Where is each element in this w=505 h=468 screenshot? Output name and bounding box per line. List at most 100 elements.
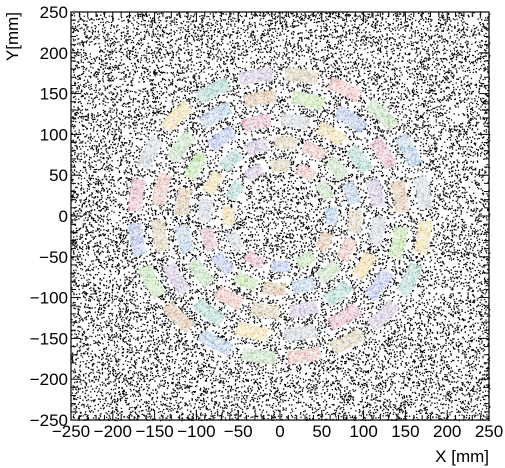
segment-ring-5-14 [287,346,323,366]
segment-ring-2-11 [261,281,287,297]
y-tick-label: 0 [59,207,68,226]
y-tick-label: −50 [39,248,68,267]
segment-ring-5-16 [367,299,400,332]
y-tick-label: 100 [40,125,68,144]
segment-ring-2-13 [316,260,342,285]
segment-ring-4-13 [364,269,394,303]
x-tick-label: −250 [52,422,90,441]
background-points [71,12,491,422]
segment-ring-5-5 [194,77,231,104]
y-tick-labels: −250 −200 −150 −100 −50 0 50 100 150 200 250 [30,3,68,430]
segment-ring-3-12 [289,299,320,320]
segment-ring-1-5 [225,179,246,202]
segment-ring-3-8 [175,224,196,255]
segment-ring-1-1 [315,179,335,201]
segment-ring-3-3 [281,113,312,131]
x-tick-label: 0 [275,422,284,441]
segment-ring-1-0 [325,206,339,226]
segment-ring-4-11 [283,323,318,343]
segment-ring-1-4 [242,163,266,182]
segment-ring-1-9 [269,260,291,274]
segment-ring-3-10 [213,285,244,312]
segment-ring-5-10 [137,264,166,300]
segment-ring-5-15 [329,328,367,355]
segment-ring-4-0 [369,136,398,170]
x-tick-label: 200 [433,422,461,441]
x-tick-label: 50 [312,422,331,441]
segment-ring-4-12 [327,303,363,331]
segment-ring-4-15 [390,179,410,214]
segment-ring-4-1 [334,105,369,134]
y-tick-label: −150 [30,329,68,348]
segment-ring-3-4 [240,113,272,134]
segment-ring-5-1 [365,98,399,131]
x-tick-label: −100 [177,422,215,441]
segment-ring-1-11 [315,231,336,253]
segment-ring-5-7 [137,135,164,170]
segment-ring-5-6 [160,100,194,133]
segment-ring-5-11 [161,301,195,334]
y-axis-label: Y[mm] [3,12,22,61]
segment-ring-2-9 [210,251,235,277]
y-tick-label: 50 [49,166,68,185]
x-tick-label: −150 [135,422,173,441]
segment-ring-3-9 [187,258,215,288]
segment-ring-3-2 [316,121,348,147]
x-tick-label: −200 [94,422,132,441]
segment-ring-2-8 [199,227,219,253]
segment-ring-5-9 [128,223,147,258]
segment-ring-5-17 [396,262,423,298]
segment-ring-5-12 [197,329,233,356]
segment-ring-1-2 [295,163,318,182]
segment-ring-1-7 [225,231,245,253]
segment-ring-2-3 [274,136,299,151]
segment-ring-5-18 [414,220,433,255]
segment-ring-2-7 [198,198,213,223]
segment-ring-2-5 [218,148,244,172]
y-tick-label: −200 [30,370,68,389]
segment-ring-1-3 [269,159,291,173]
segment-ring-3-0 [365,177,386,209]
y-tick-label: 200 [40,44,68,63]
segment-ring-4-5 [166,130,197,163]
segment-ring-2-2 [301,140,328,162]
segment-ring-4-4 [198,101,233,130]
segment-ring-5-19 [413,175,433,210]
segment-ring-3-15 [368,217,387,247]
x-tick-label: −50 [224,422,253,441]
segment-ring-2-1 [325,155,350,181]
y-tick-label: −250 [30,411,68,430]
segment-ring-4-3 [242,90,278,110]
segment-ring-5-8 [127,177,147,213]
segment-ring-3-13 [323,280,355,307]
y-tick-label: −100 [30,289,68,308]
x-tick-labels: −250 −200 −150 −100 −50 0 50 100 150 200 250 [52,422,503,441]
y-tick-label: 150 [40,85,68,104]
segment-ring-2-14 [336,237,359,263]
segment-ring-5-13 [240,346,277,366]
segment-ring-3-11 [249,301,280,320]
segment-ring-5-4 [238,67,274,87]
segment-ring-2-6 [202,169,225,195]
segment-ring-5-2 [327,76,363,103]
segment-ring-5-3 [284,67,320,86]
segment-ring-1-10 [295,250,318,270]
x-axis-label: X [mm] [435,447,489,466]
segment-ring-4-10 [234,321,270,342]
segment-ring-3-1 [345,144,373,174]
segment-ring-3-5 [206,125,237,152]
segment-ring-3-14 [351,251,378,282]
segment-ring-2-15 [347,210,363,235]
segment-ring-4-8 [162,262,191,296]
x-tick-label: 150 [391,422,419,441]
segment-ring-4-14 [387,227,409,261]
x-tick-label: 250 [475,422,503,441]
segment-ring-5-0 [395,132,423,169]
segment-ring-1-6 [222,206,236,227]
segment-ring-2-4 [243,137,270,157]
y-tick-label: 250 [40,3,68,22]
detector-segments [127,67,433,366]
segment-ring-3-6 [183,150,210,181]
segment-ring-2-12 [291,276,318,295]
